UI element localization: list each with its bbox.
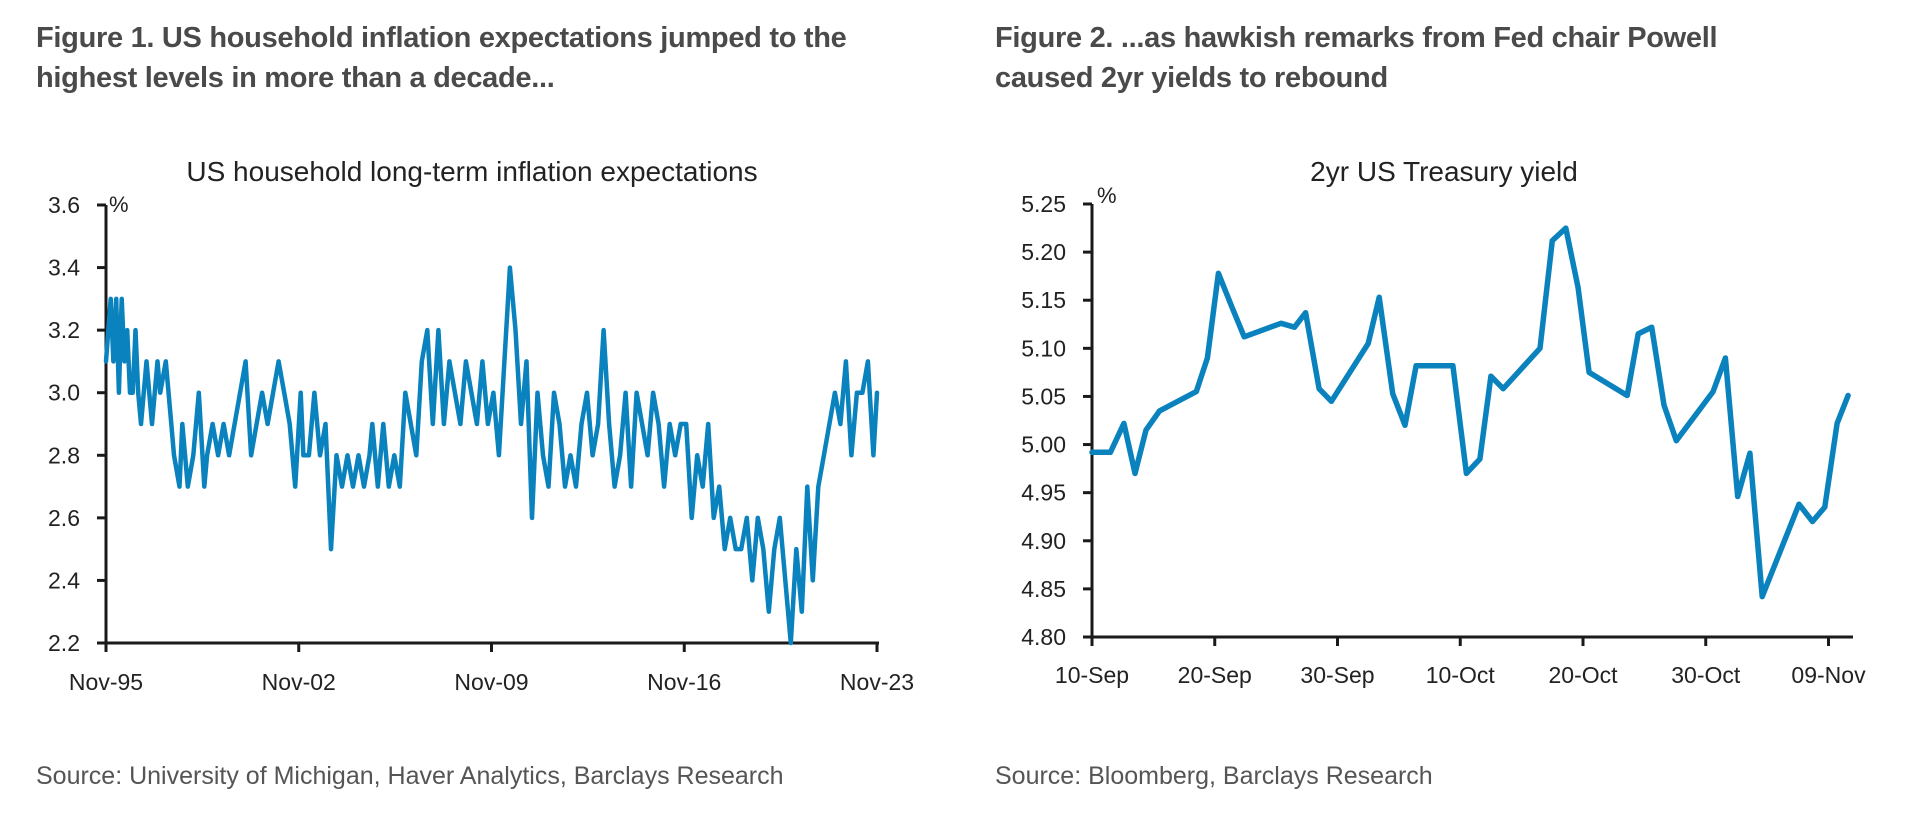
x-tick-label: Nov-23 xyxy=(840,669,914,695)
y-tick-label: 5.10 xyxy=(1021,335,1066,361)
y-tick-label: 3.2 xyxy=(48,317,80,343)
y-tick-label: 5.05 xyxy=(1021,383,1066,409)
y-axis-ticks: 2.2 2.4 2.6 2.8 3.0 3.2 3.4 3.6 xyxy=(48,192,106,656)
y-tick-label: 5.00 xyxy=(1021,432,1066,458)
x-tick-label: 10-Sep xyxy=(1055,662,1129,688)
y-tick-label: 4.80 xyxy=(1021,624,1066,650)
y-tick-label: 2.6 xyxy=(48,505,80,531)
y-tick-label: 3.4 xyxy=(48,255,80,281)
figure-2-title-line-2: caused 2yr yields to rebound xyxy=(995,62,1388,94)
y-tick-label: 2.4 xyxy=(48,567,80,593)
x-tick-label: Nov-95 xyxy=(69,669,143,695)
figure-2-title-line-1: Figure 2. ...as hawkish remarks from Fed… xyxy=(995,22,1718,54)
x-axis-ticks: Nov-95 Nov-02 Nov-09 Nov-16 Nov-23 xyxy=(69,643,914,695)
y-tick-label: 4.95 xyxy=(1021,480,1066,506)
figure-1-source: Source: University of Michigan, Haver An… xyxy=(36,762,784,790)
x-tick-label: 10-Oct xyxy=(1426,662,1496,688)
series-line-2yr-yield xyxy=(1089,225,1851,600)
x-tick-label: 20-Oct xyxy=(1548,662,1618,688)
x-tick-label: 30-Sep xyxy=(1300,662,1374,688)
y-tick-label: 4.85 xyxy=(1021,576,1066,602)
figure-1-title: Figure 1. US household inflation expecta… xyxy=(36,18,956,98)
y-axis-ticks: 4.80 4.85 4.90 4.95 5.00 5.05 5.10 5.15 5.20 5.25 xyxy=(1021,191,1092,650)
inflation-expectations-chart: US household long-term inflation expecta… xyxy=(48,156,914,695)
y-tick-label: 2.2 xyxy=(48,630,80,656)
x-tick-label: 09-Nov xyxy=(1791,662,1866,688)
y-tick-label: 4.90 xyxy=(1021,528,1066,554)
figure-1-title-line-1: Figure 1. US household inflation expecta… xyxy=(36,22,847,54)
series-line-inflation-expectations xyxy=(103,265,880,646)
chart-title: 2yr US Treasury yield xyxy=(1310,156,1578,187)
y-unit-label: % xyxy=(109,192,129,217)
y-tick-label: 5.25 xyxy=(1021,191,1066,217)
x-axis-ticks: 10-Sep 20-Sep 30-Sep 10-Oct 20-Oct 30-Oct 09-N… xyxy=(1055,637,1866,688)
figure-2-title: Figure 2. ...as hawkish remarks from Fed… xyxy=(995,18,1895,98)
x-tick-label: Nov-09 xyxy=(454,669,528,695)
figure-1-title-line-2: highest levels in more than a decade... xyxy=(36,62,555,94)
y-tick-label: 5.15 xyxy=(1021,287,1066,313)
y-tick-label: 3.6 xyxy=(48,192,80,218)
treasury-yield-chart: 2yr US Treasury yield % 4.80 4.85 4.90 4.95… xyxy=(1021,156,1866,688)
y-unit-label: % xyxy=(1097,183,1117,208)
x-tick-label: 20-Sep xyxy=(1178,662,1252,688)
figure-2-source: Source: Bloomberg, Barclays Research xyxy=(995,762,1433,790)
y-tick-label: 2.8 xyxy=(48,442,80,468)
x-tick-label: Nov-02 xyxy=(262,669,336,695)
y-tick-label: 5.20 xyxy=(1021,239,1066,265)
y-tick-label: 3.0 xyxy=(48,380,80,406)
chart-title: US household long-term inflation expecta… xyxy=(186,156,757,187)
x-tick-label: Nov-16 xyxy=(647,669,721,695)
x-tick-label: 30-Oct xyxy=(1671,662,1741,688)
